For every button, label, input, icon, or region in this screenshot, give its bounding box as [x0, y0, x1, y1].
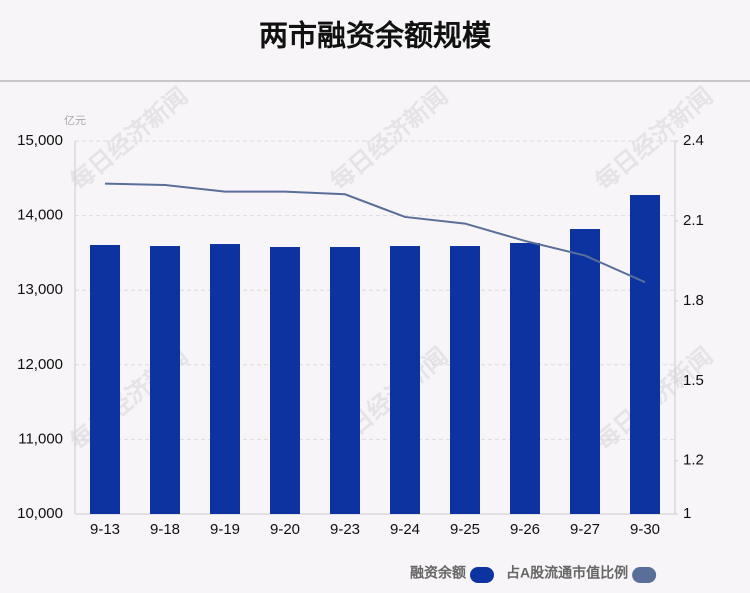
bar [630, 195, 660, 514]
y2-tick-label: 1.5 [683, 372, 704, 389]
y-tick-label: 11,000 [18, 430, 63, 447]
bar [90, 244, 120, 514]
chart-title: 两市融资余额规模 [259, 19, 492, 53]
bar [390, 246, 420, 514]
x-tick-label: 9-26 [510, 521, 540, 538]
legend-swatch [470, 567, 494, 583]
x-tick-label: 9-27 [570, 521, 600, 538]
watermark: 每日经济新闻 [64, 81, 193, 196]
watermark: 每日经济新闻 [324, 81, 453, 196]
y-unit: 亿元 [64, 114, 86, 127]
y2-tick-label: 1.2 [683, 452, 704, 469]
bar [450, 246, 480, 514]
x-tick-label: 9-20 [270, 521, 300, 538]
y-tick-label: 10,000 [17, 505, 63, 522]
bar [150, 246, 180, 514]
y-tick-label: 15,000 [17, 132, 63, 149]
x-tick-label: 9-25 [450, 521, 480, 538]
y-tick-label: 12,000 [17, 356, 63, 373]
x-tick-label: 9-30 [630, 521, 660, 538]
bar [330, 247, 360, 515]
x-tick-label: 9-13 [90, 521, 120, 538]
y2-tick-label: 1.8 [683, 292, 704, 309]
legend-label: 占A股流通市值比例 [506, 565, 628, 581]
y2-tick-label: 1 [683, 505, 691, 522]
bar [570, 229, 600, 514]
legend-label: 融资余额 [410, 565, 466, 581]
bar [270, 247, 300, 515]
line [104, 182, 646, 284]
y-tick-label: 13,000 [17, 281, 63, 298]
y2-tick-label: 2.4 [683, 132, 704, 149]
y2-tick-label: 2.1 [683, 212, 704, 229]
bar [210, 244, 240, 515]
y-tick-label: 14,000 [17, 207, 63, 224]
legend-swatch [632, 567, 657, 583]
x-tick-label: 9-19 [210, 521, 240, 538]
bar [510, 242, 540, 514]
x-tick-label: 9-18 [150, 521, 180, 538]
x-tick-label: 9-23 [330, 521, 360, 538]
x-tick-label: 9-24 [390, 521, 420, 538]
